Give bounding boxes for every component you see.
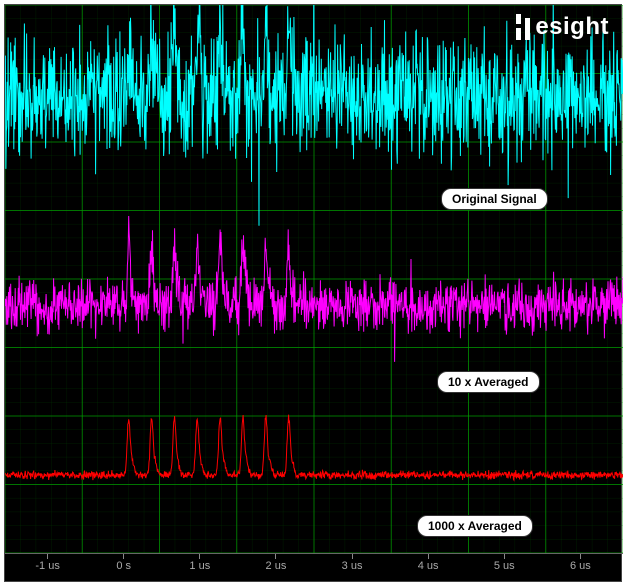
x-tick [352, 554, 353, 559]
x-tick [275, 554, 276, 559]
x-tick-label: 2 us [266, 560, 287, 572]
trace-label-avg1000: 1000 x Averaged [417, 515, 533, 537]
x-tick-label: 6 us [570, 560, 591, 572]
x-tick-label: 5 us [494, 560, 515, 572]
x-tick [504, 554, 505, 559]
trace-layer [5, 5, 623, 553]
x-tick-label: -1 us [35, 560, 59, 572]
x-tick [428, 554, 429, 559]
watermark-icon [513, 14, 533, 40]
trace-avg10 [5, 216, 623, 362]
x-tick-label: 3 us [342, 560, 363, 572]
x-tick [580, 554, 581, 559]
plot-area: Original Signal 10 x Averaged 1000 x Ave… [5, 5, 623, 553]
x-tick [123, 554, 124, 559]
x-tick-label: 1 us [189, 560, 210, 572]
x-tick-label: 0 s [116, 560, 131, 572]
x-tick [199, 554, 200, 559]
trace-label-avg10: 10 x Averaged [437, 371, 540, 393]
trace-label-original: Original Signal [441, 188, 548, 210]
x-tick [47, 554, 48, 559]
x-axis: -1 us 0 s 1 us 2 us 3 us 4 us 5 us 6 us [5, 553, 623, 583]
trace-avg1000 [5, 415, 623, 481]
watermark-text: esight [535, 13, 609, 41]
watermark-logo: esight [513, 13, 609, 41]
oscilloscope-frame: Original Signal 10 x Averaged 1000 x Ave… [4, 4, 622, 582]
x-tick-label: 4 us [418, 560, 439, 572]
